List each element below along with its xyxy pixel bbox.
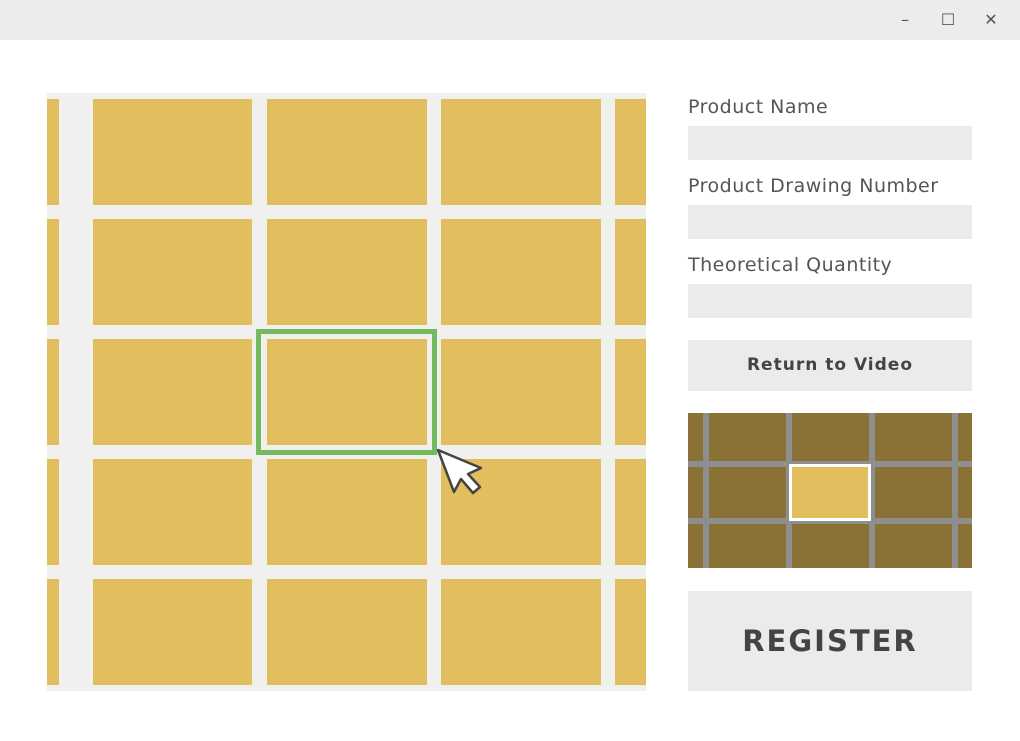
minimap-tile [688,524,703,568]
tile[interactable] [267,99,427,205]
tile[interactable] [93,219,252,325]
tile[interactable] [47,99,59,205]
product-name-input[interactable] [688,126,972,160]
minimap-tile [792,524,869,568]
tile[interactable] [441,99,601,205]
tile[interactable] [615,99,646,205]
tile-grid-view[interactable] [47,93,646,691]
tile[interactable] [93,339,252,445]
minimap-tile [709,467,786,518]
tile[interactable] [267,219,427,325]
mouse-cursor-icon [436,448,483,495]
selected-tile-frame [256,329,437,455]
tile[interactable] [93,579,252,685]
quantity-input[interactable] [688,284,972,318]
minimap-tile [688,467,703,518]
tile[interactable] [47,459,59,565]
minimap-selected-tile [789,464,871,521]
drawing-number-input[interactable] [688,205,972,239]
minimap-tile [875,524,952,568]
minimap-tile [958,467,972,518]
minimap-tile [958,524,972,568]
tile[interactable] [615,339,646,445]
minimap-tile [875,467,952,518]
minimap-tile [792,413,869,461]
minimap-tile [709,413,786,461]
tile[interactable] [267,339,427,445]
tile[interactable] [47,579,59,685]
tile[interactable] [47,219,59,325]
tile[interactable] [267,459,427,565]
minimap-tile [688,413,703,461]
maximize-icon[interactable]: ☐ [940,10,956,29]
minimize-icon[interactable]: – [901,10,909,29]
tile[interactable] [441,579,601,685]
tile[interactable] [93,459,252,565]
minimap[interactable] [688,413,972,568]
tile[interactable] [615,219,646,325]
tile[interactable] [615,459,646,565]
minimap-tile [709,524,786,568]
quantity-label: Theoretical Quantity [688,254,893,276]
register-button[interactable]: REGISTER [688,591,972,691]
minimap-tile [875,413,952,461]
tile[interactable] [47,339,59,445]
close-icon[interactable]: ✕ [984,10,998,29]
tile[interactable] [615,579,646,685]
tile[interactable] [441,339,601,445]
return-to-video-button[interactable]: Return to Video [688,340,972,391]
drawing-number-label: Product Drawing Number [688,175,939,197]
tile[interactable] [93,99,252,205]
minimap-tile [958,413,972,461]
tile[interactable] [441,219,601,325]
product-name-label: Product Name [688,96,829,118]
tile[interactable] [267,579,427,685]
title-bar: – ☐ ✕ [0,0,1020,40]
